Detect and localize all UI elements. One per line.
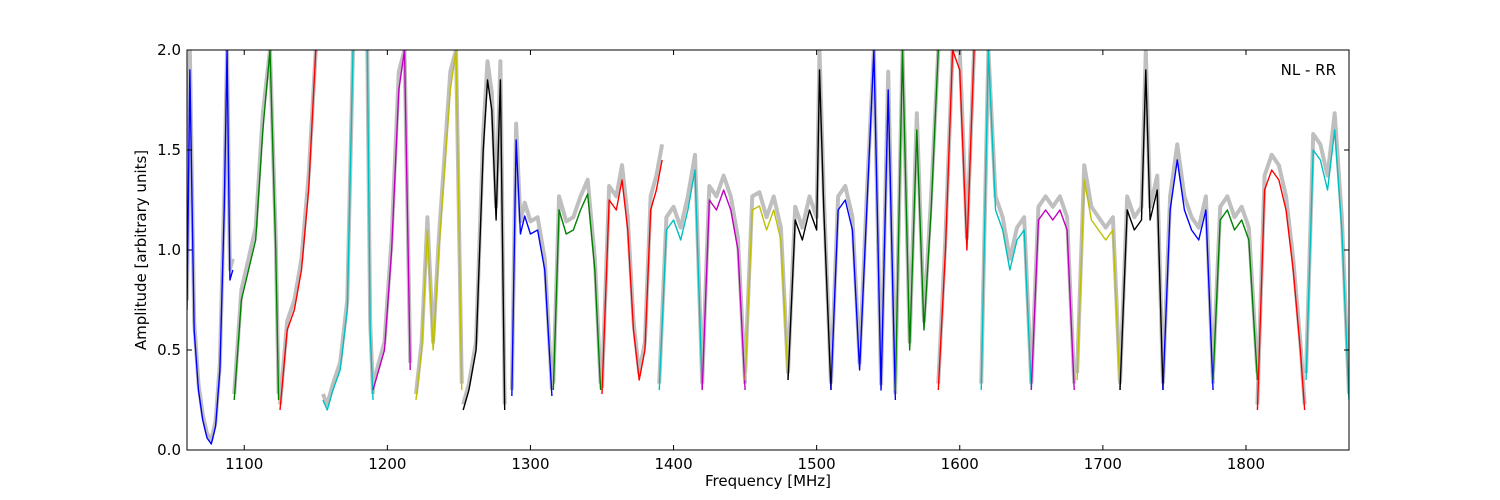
y-axis: 0.0 0.5 1.0 1.5 2.0 [157,41,1349,459]
x-tick-label: 1800 [1227,455,1265,473]
x-tick-label: 1100 [225,455,263,473]
background-envelope-25 [1304,111,1349,395]
y-tick-label: 2.0 [157,41,181,59]
series-line-23 [1212,209,1259,381]
series-line-11 [658,169,703,391]
background-envelope-24 [1255,152,1307,405]
x-tick-label: 1600 [941,455,979,473]
x-tick-label: 1200 [368,455,406,473]
series-line-17 [937,50,975,391]
series-line-21 [1119,69,1164,391]
series-line-10 [601,159,663,395]
series-line-19 [1030,209,1075,391]
series-line-12 [701,189,746,391]
background-envelope-20 [1075,163,1123,384]
background-envelope-12 [700,173,748,384]
series-line-0 [187,50,234,445]
x-tick-label: 1700 [1084,455,1122,473]
background-envelope-8 [509,121,554,390]
background-envelope-23 [1211,194,1260,374]
background-envelope-9 [551,177,603,384]
x-tick-label: 1400 [654,455,692,473]
series-line-16 [894,50,939,391]
series-line-6 [415,50,463,401]
series-line-14 [787,69,832,391]
series-line-5 [372,50,411,391]
background-envelope-19 [1029,194,1077,384]
series-line-15 [830,50,897,401]
x-tick-label: 1300 [511,455,549,473]
series-line-25 [1305,129,1349,401]
y-tick-label: 1.0 [157,241,181,259]
series-line-9 [552,193,602,391]
series-line-22 [1162,159,1214,391]
x-tick-label: 1500 [798,455,836,473]
x-axis-label: Frequency [MHz] [705,472,831,490]
series-line-2 [279,50,317,411]
annotation-label: NL - RR [1281,61,1336,79]
x-axis: 1100 1200 1300 1400 1500 1600 1700 1800 [225,50,1265,473]
series-line-20 [1076,179,1121,391]
series-line-4 [366,50,374,401]
series-layer [187,50,1349,445]
series-line-18 [980,50,1033,391]
background-envelope-11 [657,152,705,384]
background-envelope-13 [743,190,791,374]
plot-background [187,50,1349,450]
series-line-8 [511,139,553,397]
background-envelope-22 [1160,142,1216,384]
series-line-24 [1256,169,1306,411]
y-tick-label: 0.0 [157,441,181,459]
y-axis-label: Amplitude [arbitrary units] [132,150,150,350]
y-tick-label: 1.5 [157,141,181,159]
series-line-13 [744,205,789,381]
series-line-1 [233,50,280,401]
y-tick-label: 0.5 [157,341,181,359]
series-line-7 [462,79,506,411]
series-line-3 [322,50,354,411]
